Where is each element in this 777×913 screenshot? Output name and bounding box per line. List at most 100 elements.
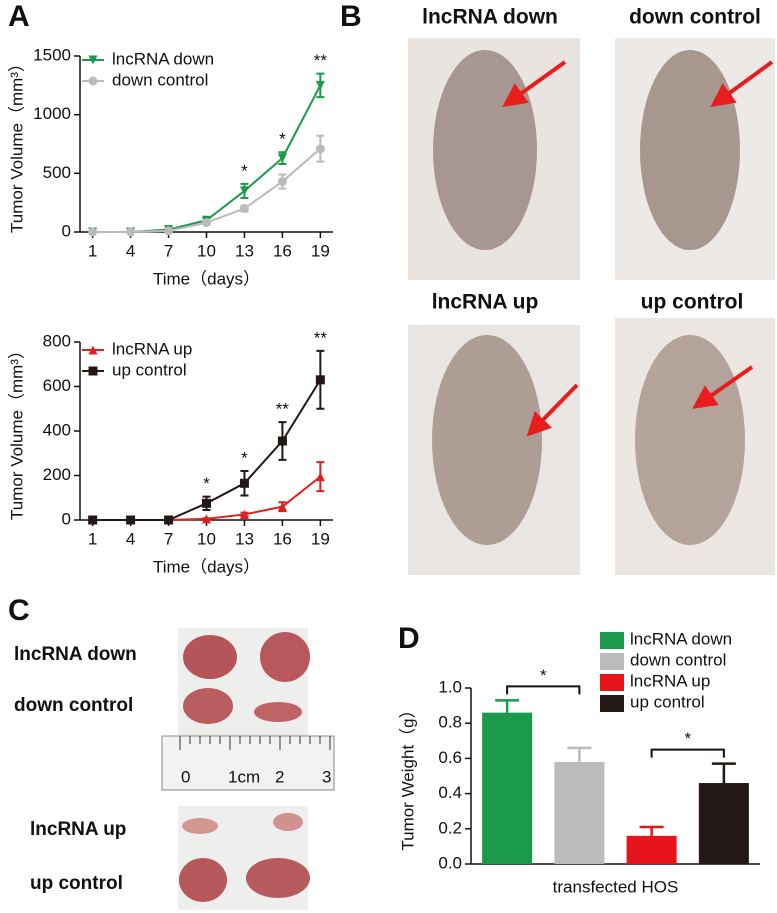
mouse <box>640 50 740 250</box>
tumor <box>260 632 310 682</box>
photo-label: down control <box>629 6 761 29</box>
marker <box>88 55 98 65</box>
panel-label: D <box>398 622 420 655</box>
marker <box>88 227 98 237</box>
mouse <box>635 335 745 545</box>
x-axis-label: Time（days） <box>153 269 260 288</box>
marker <box>315 375 325 385</box>
legend-label: lncRNA down <box>112 49 214 68</box>
marker <box>202 498 211 508</box>
photo-label: up control <box>641 291 744 314</box>
marker <box>88 515 98 525</box>
y-tick-label: 0.8 <box>438 713 462 732</box>
x-tick-label: 16 <box>273 241 292 260</box>
x-tick-label: 4 <box>126 241 135 260</box>
y-tick-label: 0.4 <box>438 783 462 802</box>
y-axis-label: Tumor Weight（g） <box>398 701 417 850</box>
significance: ** <box>314 328 328 347</box>
marker <box>239 509 249 519</box>
x-tick-label: 1 <box>88 241 97 260</box>
error-bar <box>711 762 736 784</box>
photo-label: lncRNA up <box>30 819 126 840</box>
y-tick-label: 1.0 <box>438 677 462 696</box>
y-tick-label: 400 <box>43 420 71 439</box>
y-tick-label: 500 <box>43 163 71 182</box>
marker <box>202 218 211 228</box>
significance: ** <box>276 400 290 419</box>
x-tick-label: 19 <box>311 529 330 548</box>
photo-label: lncRNA down <box>14 644 137 665</box>
marker <box>126 227 136 237</box>
marker <box>88 345 98 355</box>
legend-label: up control <box>630 692 705 711</box>
marker <box>277 436 287 446</box>
legend-swatch <box>600 653 624 670</box>
x-axis-label: transfected HOS <box>553 877 679 896</box>
y-tick-label: 200 <box>43 465 71 484</box>
marker <box>239 478 249 488</box>
x-tick-label: 7 <box>164 529 173 548</box>
photo-label: down control <box>14 695 133 716</box>
legend-swatch <box>600 632 624 649</box>
arrow <box>526 383 579 437</box>
photo-label: lncRNA down <box>422 6 558 29</box>
y-tick-label: 800 <box>43 331 71 350</box>
marker <box>202 514 211 524</box>
error-bar <box>495 699 520 713</box>
x-tick-label: 10 <box>197 529 216 548</box>
arrow <box>692 365 754 409</box>
ruler-label: 2 <box>275 767 284 786</box>
legend-label: lncRNA up <box>630 671 710 690</box>
marker <box>315 80 325 90</box>
tumor <box>183 688 233 724</box>
marker <box>126 515 136 525</box>
panel-label: B <box>340 0 362 33</box>
arrow <box>710 60 774 108</box>
mouse <box>432 335 542 545</box>
significance: * <box>684 729 691 748</box>
y-tick-label: 0 <box>62 509 71 528</box>
bar <box>698 783 749 864</box>
x-tick-label: 1 <box>88 529 97 548</box>
marker <box>88 76 98 86</box>
legend-label: up control <box>112 360 187 379</box>
marker <box>164 226 174 236</box>
significance: * <box>241 161 248 180</box>
significance: * <box>540 666 547 685</box>
panel-label: C <box>8 594 30 627</box>
arrow <box>502 60 567 107</box>
x-tick-label: 19 <box>311 241 330 260</box>
marker <box>315 144 325 154</box>
y-tick-label: 1000 <box>33 104 71 123</box>
legend-label: lncRNA down <box>630 629 732 648</box>
significance: * <box>203 474 210 493</box>
mouse-photos <box>408 38 775 575</box>
tumor <box>183 635 237 679</box>
y-tick-label: 0.2 <box>438 818 462 837</box>
photo-label: up control <box>30 873 123 894</box>
x-axis-label: Time（days） <box>153 557 260 576</box>
marker <box>277 502 287 512</box>
legend-swatch <box>600 695 624 712</box>
legend-swatch <box>600 674 624 691</box>
significance: * <box>279 130 286 149</box>
ruler-label: 3 <box>322 767 331 786</box>
error-bar <box>639 825 664 836</box>
marker <box>239 186 249 196</box>
significance: ** <box>314 51 328 70</box>
tumor-photos <box>161 628 335 910</box>
line <box>92 84 322 233</box>
marker <box>277 153 287 163</box>
y-tick-label: 600 <box>43 376 71 395</box>
x-tick-label: 4 <box>126 529 135 548</box>
panel-label: A <box>8 0 30 33</box>
tumor <box>273 813 303 831</box>
x-tick-label: 7 <box>164 241 173 260</box>
y-tick-label: 0 <box>62 221 71 240</box>
marker <box>315 472 325 482</box>
ruler-label: 0 <box>181 767 190 786</box>
marker <box>88 366 98 376</box>
photo-label: lncRNA up <box>432 291 539 314</box>
x-tick-label: 16 <box>273 529 292 548</box>
